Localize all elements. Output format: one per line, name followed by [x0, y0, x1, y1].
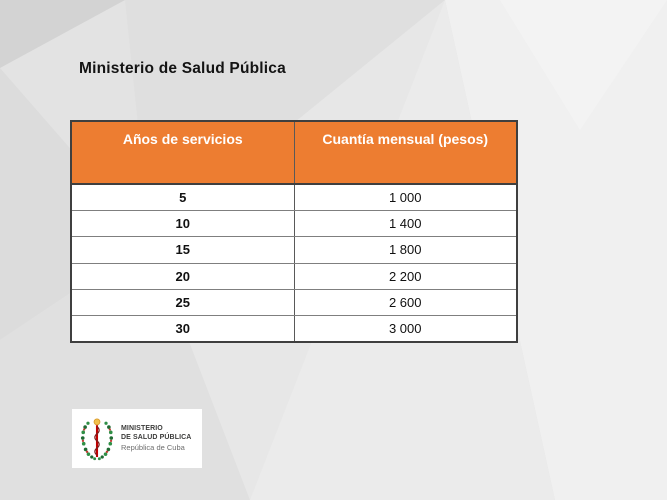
years-cell: 10 — [70, 210, 295, 238]
amount-cell: 2 600 — [293, 288, 518, 316]
table-row: 20 2 200 — [70, 262, 518, 290]
years-cell: 20 — [70, 262, 295, 290]
amount-cell: 1 800 — [293, 236, 518, 264]
table-header-row: Años de servicios Cuantía mensual (pesos… — [70, 120, 518, 185]
amount-cell: 1 400 — [293, 210, 518, 238]
ministry-logo: MINISTERIO DE SALUD PÚBLICA República de… — [72, 409, 202, 468]
pension-table-body: 5 1 000 10 1 400 15 1 800 20 2 200 25 2 … — [70, 183, 518, 343]
ministry-emblem-icon — [80, 418, 114, 461]
table-row: 30 3 000 — [70, 314, 518, 343]
ministry-logo-text: MINISTERIO DE SALUD PÚBLICA República de… — [121, 424, 191, 453]
table-header-amount: Cuantía mensual (pesos) — [293, 120, 518, 185]
logo-line-republica: República de Cuba — [121, 443, 185, 453]
amount-cell: 2 200 — [293, 262, 518, 290]
table-row: 10 1 400 — [70, 210, 518, 238]
logo-line-salud-publica: DE SALUD PÚBLICA — [121, 434, 192, 442]
pension-table: Años de servicios Cuantía mensual (pesos… — [70, 120, 518, 344]
years-cell: 25 — [70, 288, 295, 316]
years-cell: 5 — [70, 183, 295, 212]
years-cell: 30 — [70, 314, 295, 343]
table-row: 25 2 600 — [70, 288, 518, 316]
logo-line-ministerio: MINISTERIO — [121, 425, 163, 433]
amount-cell: 3 000 — [293, 314, 518, 343]
pension-table-header: Años de servicios Cuantía mensual (pesos… — [70, 120, 518, 185]
table-header-years: Años de servicios — [70, 120, 295, 185]
table-row: 15 1 800 — [70, 236, 518, 264]
years-cell: 15 — [70, 236, 295, 264]
page-title: Ministerio de Salud Pública — [79, 60, 286, 77]
table-row: 5 1 000 — [70, 183, 518, 212]
amount-cell: 1 000 — [293, 183, 518, 212]
